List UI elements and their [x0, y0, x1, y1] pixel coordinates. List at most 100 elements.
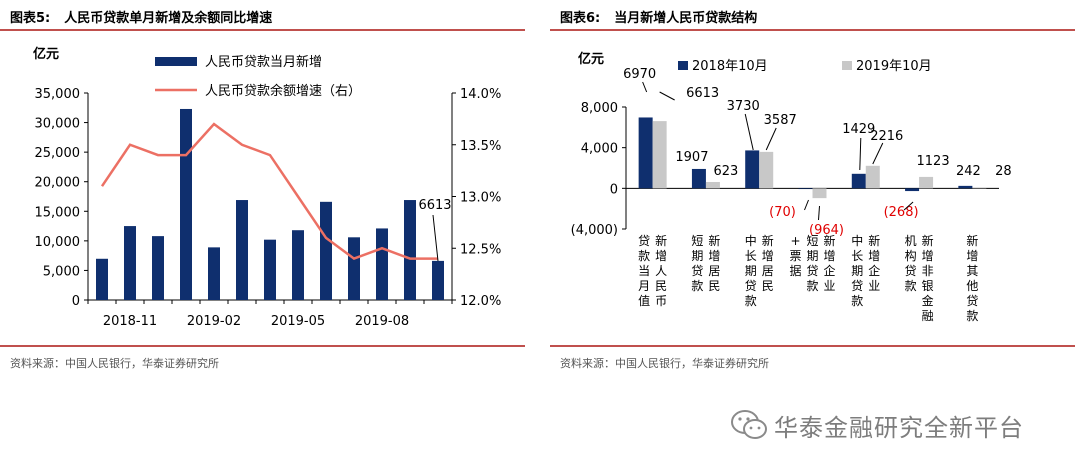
category-label-char: 据 [789, 264, 801, 278]
category-label-char: 增 [655, 249, 667, 263]
figure-title: 当月新增人民币贷款结构 [614, 11, 758, 26]
bar-monthly-new-loans [376, 228, 388, 300]
structure-bar-chart: 亿元 (4,000) 0 4,000 8,000 6970 1907 3730 (70) 1429… [571, 51, 1012, 323]
category-label-char: 款 [905, 279, 917, 293]
category-label-char: 融 [922, 309, 934, 323]
legend-label-line: 人民币贷款余额增速（右） [205, 83, 361, 99]
chart-title: 图表5: 人民币贷款单月新增及余额同比增速 [10, 7, 272, 26]
x-tick-label: 2019-02 [187, 314, 241, 329]
watermark: 华泰金融研究全新平台 [730, 405, 1070, 445]
data-label-2019: 2216 [870, 129, 903, 144]
figure-title: 人民币贷款单月新增及余额同比增速 [64, 11, 273, 26]
bar-monthly-new-loans [320, 201, 332, 300]
figure-number: 图表6: [560, 11, 601, 26]
y-tick-label-right: 13.5% [460, 139, 501, 154]
bar-monthly-new-loans [432, 260, 444, 300]
bar-2019-10 [919, 176, 934, 189]
category-label-char: 币 [655, 294, 667, 308]
source-rule [550, 345, 1075, 347]
source-note: 资料来源：中国人民银行，华泰证券研究所 [560, 357, 769, 370]
bar-2018-10 [958, 185, 973, 189]
category-label-char: 业 [823, 279, 835, 293]
category-label-char: 民 [708, 279, 720, 293]
bar-monthly-new-loans [208, 247, 220, 300]
category-label-char: 贷 [638, 234, 650, 248]
loans-combo-chart: 亿元 0 5,000 10,000 15,000 20,000 25,000 30,000 35… [33, 46, 501, 329]
wechat-icon [731, 410, 767, 439]
category-label-char: 新 [922, 233, 934, 248]
bar-2018-10 [638, 117, 653, 189]
category-label-char: 票 [789, 249, 801, 263]
data-label-2018: 3730 [727, 99, 760, 114]
y-tick-label-right: 14.0% [460, 87, 501, 102]
label-leader-line [804, 199, 809, 211]
category-label-char: 当 [638, 264, 650, 278]
bar-monthly-new-loans [348, 237, 360, 300]
y-tick-label-left: 10,000 [35, 235, 81, 250]
data-label-2018: (70) [769, 205, 796, 220]
category-label-char: 款 [966, 309, 978, 323]
y-tick-label-left: 0 [72, 294, 80, 309]
y-tick-label-right: 12.0% [460, 294, 501, 309]
category-label-char: 增 [966, 249, 978, 263]
legend-swatch-bars [155, 57, 197, 66]
bar-monthly-new-loans [404, 200, 416, 300]
category-label-char: 居 [762, 264, 774, 278]
chart-title: 图表6: 当月新增人民币贷款结构 [560, 7, 757, 26]
category-label-char: 贷 [851, 279, 863, 293]
category-label-char: 贷 [905, 264, 917, 278]
y-tick-label-left: 35,000 [35, 87, 81, 102]
y-axis-unit: 亿元 [578, 51, 604, 67]
y-tick-label: (4,000) [571, 223, 618, 238]
category-label-char: 款 [745, 294, 757, 308]
y-tick-label-left: 25,000 [35, 146, 81, 161]
category-label-char: 贷 [691, 264, 703, 278]
bar-monthly-new-loans [152, 236, 164, 300]
category-label-char: 短 [806, 234, 818, 248]
category-label-char: 企 [868, 263, 880, 278]
label-leader-line [903, 201, 914, 211]
y-tick-label-left: 30,000 [35, 117, 81, 132]
data-label-2018: 1429 [842, 122, 875, 137]
bar-monthly-new-loans [264, 239, 276, 300]
y-tick-label: 4,000 [581, 142, 618, 157]
x-tick-label: 2019-05 [271, 314, 325, 329]
y-tick-label: 0 [610, 182, 618, 197]
category-label-char: 业 [868, 279, 880, 293]
legend-label-bars: 人民币贷款当月新增 [205, 54, 322, 70]
chart-panel-loans: 图表5: 人民币贷款单月新增及余额同比增速 亿元 0 5,000 10,000 15,00… [0, 0, 530, 380]
category-label-char: 贷 [745, 279, 757, 293]
line-loan-growth [100, 122, 438, 261]
label-leader-line [659, 91, 675, 101]
category-label-char: 金 [922, 293, 934, 308]
category-label-char: 增 [762, 249, 774, 263]
category-label-char: 银 [922, 279, 934, 293]
data-label-2018: (268) [884, 205, 919, 220]
y-tick-label-left: 15,000 [35, 205, 81, 220]
bar-monthly-new-loans [236, 200, 248, 300]
bar-2019-10 [865, 165, 880, 189]
bar-monthly-new-loans [96, 258, 108, 300]
category-label-char: 新 [966, 233, 978, 248]
category-label-char: 款 [691, 279, 703, 293]
category-label-char: 其 [966, 264, 978, 278]
y-axis-unit: 亿元 [33, 46, 59, 62]
category-label-char: 款 [851, 294, 863, 308]
category-label-char: 新 [823, 233, 835, 248]
bar-monthly-new-loans [124, 226, 136, 300]
x-tick-label: 2018-11 [103, 314, 157, 329]
bar-2019-10 [705, 181, 720, 189]
category-label-char: 企 [823, 263, 835, 278]
bar-2019-10 [652, 121, 667, 189]
legend-swatch-2018 [678, 61, 688, 70]
category-label-char: 人 [655, 264, 667, 278]
category-label-char: 值 [638, 293, 650, 308]
data-label-2019: 3587 [764, 113, 797, 128]
data-label-2018: 6970 [623, 67, 656, 82]
category-label-char: 增 [922, 249, 934, 263]
label-leader-line [744, 113, 754, 151]
category-label-char: 增 [823, 249, 835, 263]
category-label-char: 款 [806, 279, 818, 293]
category-label-char: 新 [655, 233, 667, 248]
category-label-char: 长 [745, 249, 757, 263]
